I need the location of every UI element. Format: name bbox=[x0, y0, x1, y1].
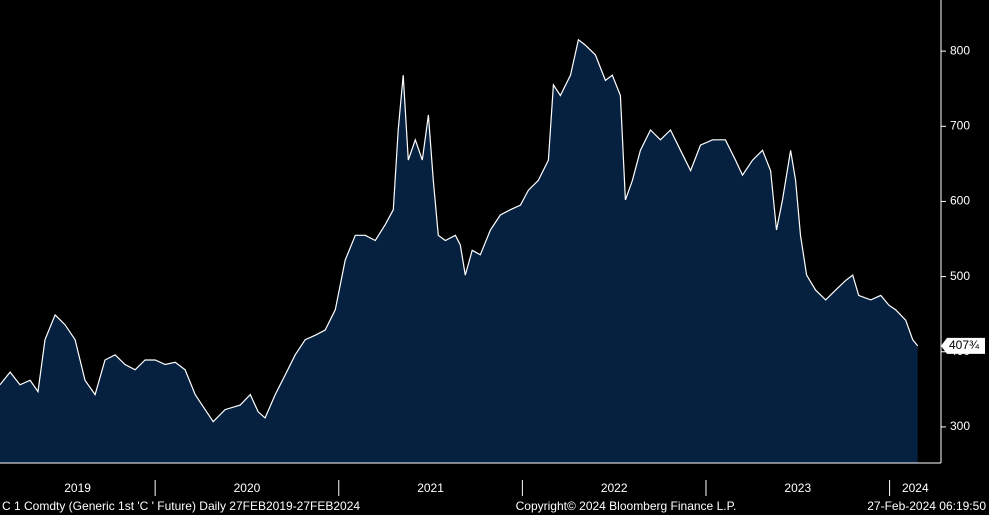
footer-timestamp: 27-Feb-2024 06:19:50 bbox=[867, 499, 986, 513]
last-value-label: 407¾ bbox=[949, 338, 980, 352]
y-tick-label: 300 bbox=[950, 419, 970, 433]
y-tick-label: 600 bbox=[950, 194, 970, 208]
x-year-label: 2024 bbox=[902, 481, 929, 495]
x-year-label: 2021 bbox=[417, 481, 444, 495]
x-year-label: 2022 bbox=[601, 481, 628, 495]
last-value-box bbox=[941, 337, 985, 354]
area bbox=[0, 39, 918, 464]
footer-security: C 1 Comdty (Generic 1st 'C ' Future) Dai… bbox=[2, 499, 360, 513]
y-tick-label: 800 bbox=[950, 43, 970, 57]
y-tick-label: 500 bbox=[950, 269, 970, 283]
x-year-label: 2019 bbox=[64, 481, 91, 495]
footer-copyright: Copyright© 2024 Bloomberg Finance L.P. bbox=[516, 499, 737, 513]
y-tick-label: 700 bbox=[950, 118, 970, 132]
x-year-label: 2023 bbox=[784, 481, 811, 495]
line bbox=[0, 38, 919, 423]
plot-area bbox=[0, 38, 919, 464]
x-year-label: 2020 bbox=[234, 481, 261, 495]
